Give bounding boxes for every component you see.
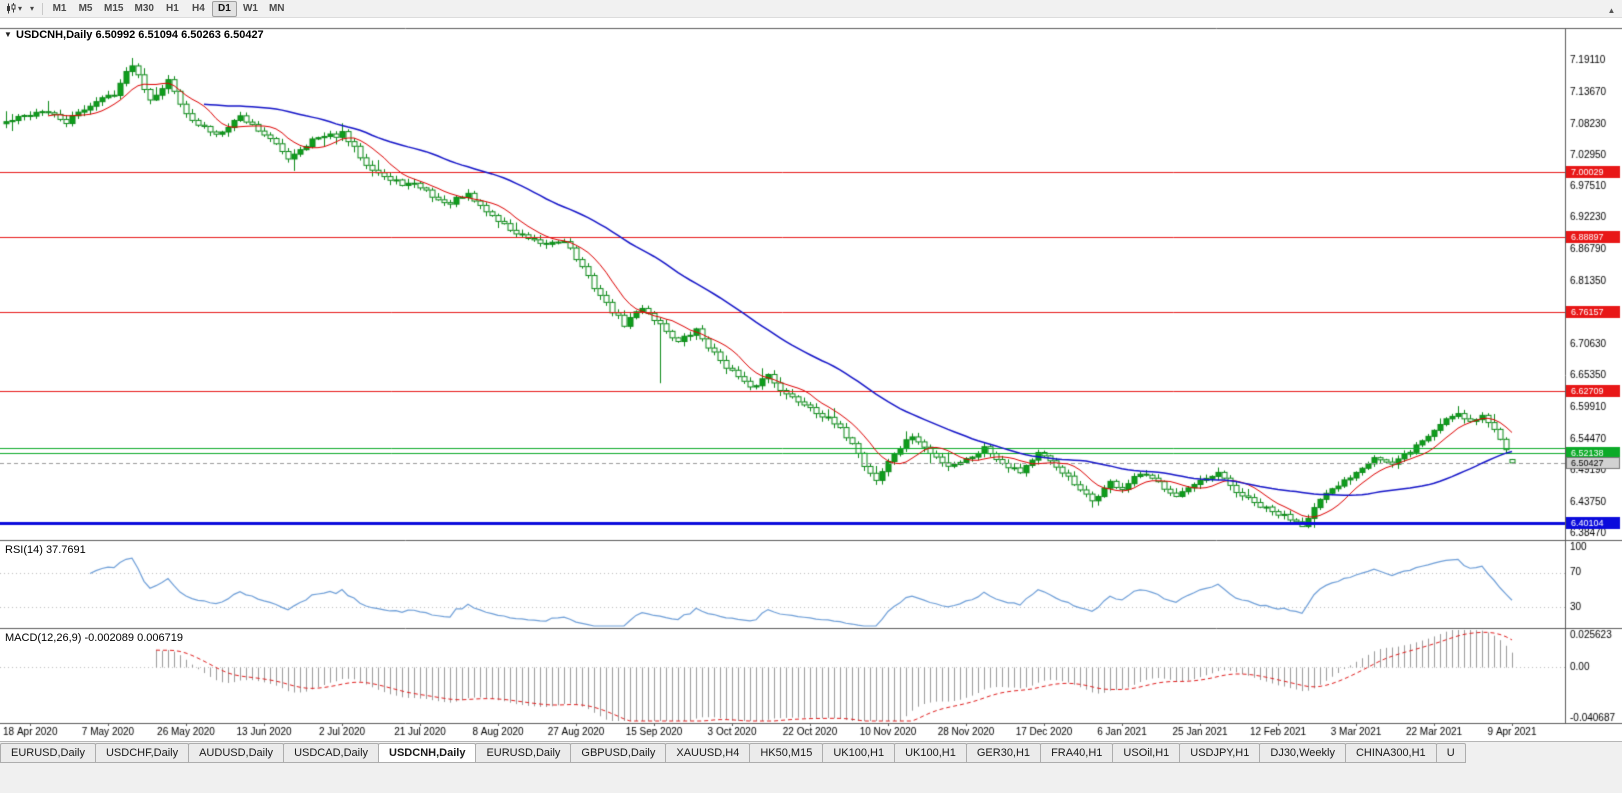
chart-tabs-bar: EURUSD,Daily USDCHF,Daily AUDUSD,Daily USDC… xyxy=(0,741,1622,763)
tab-eurusd-daily[interactable]: EURUSD,Daily xyxy=(475,743,572,763)
tab-audusd-daily[interactable]: AUDUSD,Daily xyxy=(188,743,285,763)
tab-china300-h1[interactable]: CHINA300,H1 xyxy=(1344,743,1437,763)
toolbar-separator xyxy=(42,2,44,15)
timeframe-button-m1[interactable]: M1 xyxy=(47,1,72,17)
tab-usdchf-daily[interactable]: USDCHF,Daily xyxy=(94,743,190,763)
timeframe-button-m15[interactable]: M15 xyxy=(99,1,128,17)
chart-type-button[interactable]: ▾ xyxy=(3,1,25,17)
timeframe-button-mn[interactable]: MN xyxy=(264,1,290,17)
tab-fra40-h1[interactable]: FRA40,H1 xyxy=(1040,743,1114,763)
timeframe-button-h4[interactable]: H4 xyxy=(186,1,211,17)
tab-eurusd-daily[interactable]: EURUSD,Daily xyxy=(0,743,96,763)
tab-usdcad-daily[interactable]: USDCAD,Daily xyxy=(283,743,380,763)
timeframe-button-m5[interactable]: M5 xyxy=(73,1,98,17)
tab-u[interactable]: U xyxy=(1435,743,1466,763)
tab-dj30-weekly[interactable]: DJ30,Weekly xyxy=(1259,743,1346,763)
chart-options-dropdown[interactable]: ▾ xyxy=(26,1,37,17)
tab-usdjpy-h1[interactable]: USDJPY,H1 xyxy=(1179,743,1261,763)
one-click-trading-toggle[interactable]: ▼ xyxy=(4,30,12,39)
tab-xauusd-h4[interactable]: XAUUSD,H4 xyxy=(665,743,751,763)
tab-usoil-h1[interactable]: USOil,H1 xyxy=(1112,743,1181,763)
tab-ger30-h1[interactable]: GER30,H1 xyxy=(965,743,1042,763)
status-strip xyxy=(0,763,1622,793)
timeframe-buttons: M1 M5 M15 M30 H1 H4 D1 W1 MN xyxy=(47,0,290,17)
tab-uk100-h1[interactable]: UK100,H1 xyxy=(894,743,967,763)
tab-hk50-m15[interactable]: HK50,M15 xyxy=(749,743,824,763)
price-chart-canvas[interactable] xyxy=(0,18,1622,741)
timeframe-button-m30[interactable]: M30 xyxy=(129,1,158,17)
chevron-down-icon: ▾ xyxy=(30,3,35,13)
timeframe-button-w1[interactable]: W1 xyxy=(238,1,263,17)
timeframe-button-d1[interactable]: D1 xyxy=(211,0,237,17)
tab-gbpusd-daily[interactable]: GBPUSD,Daily xyxy=(570,743,667,763)
up-arrow-icon: ▲ xyxy=(1607,5,1616,15)
scroll-up-button[interactable]: ▲ xyxy=(1604,3,1619,17)
tab-uk100-h1[interactable]: UK100,H1 xyxy=(822,743,896,763)
tab-usdcnh-daily[interactable]: USDCNH,Daily xyxy=(378,743,477,763)
timeframe-toolbar: ▾ ▾ M1 M5 M15 M30 H1 H4 D1 W1 MN xyxy=(0,0,1622,18)
chevron-down-icon: ▾ xyxy=(18,3,23,13)
chart-area: ▼ USDCNH,Daily 6.50992 6.51094 6.50263 6… xyxy=(0,18,1622,741)
timeframe-button-h1[interactable]: H1 xyxy=(160,1,185,17)
candlestick-chart-icon xyxy=(7,3,16,14)
